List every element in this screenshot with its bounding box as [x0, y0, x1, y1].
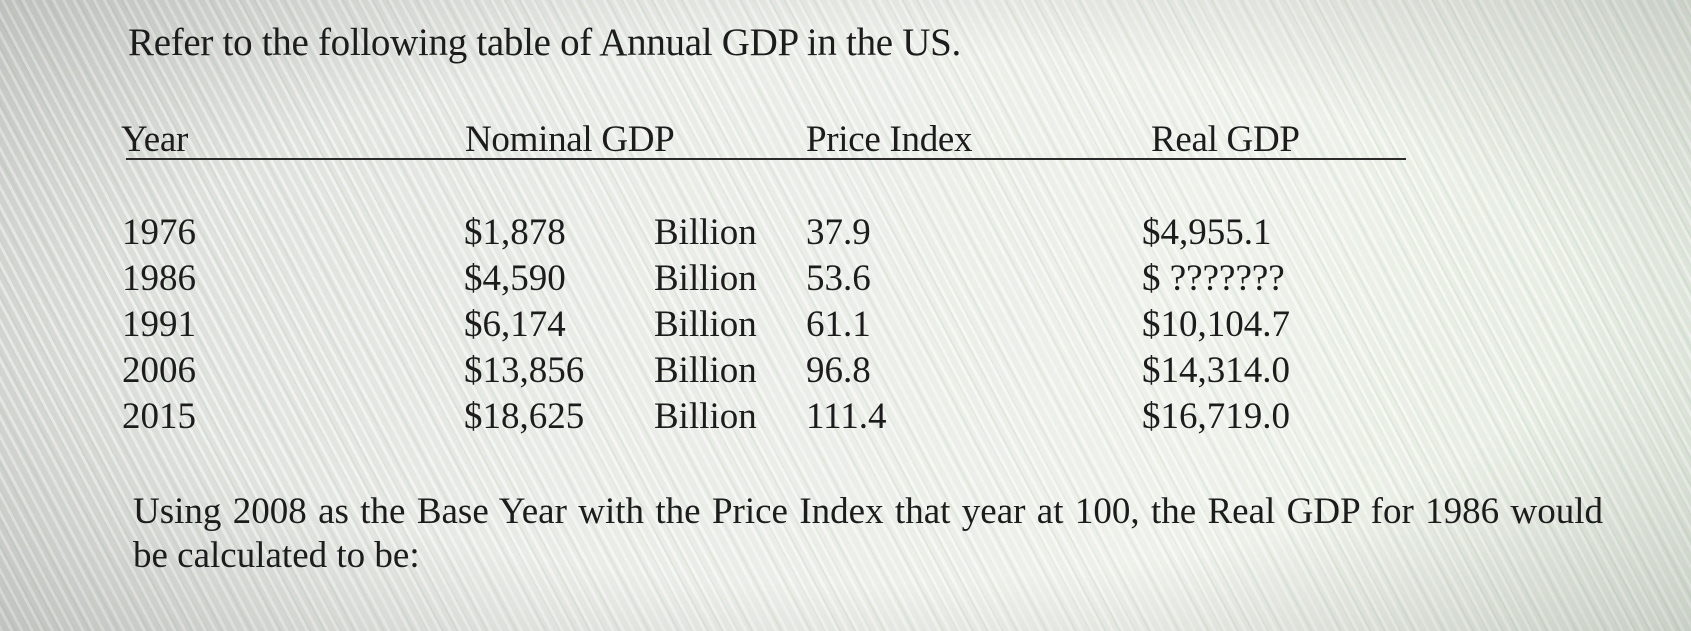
cell-price-index: 96.8	[806, 350, 871, 391]
cell-year: 1976	[122, 212, 196, 253]
header-price-index: Price Index	[806, 119, 973, 160]
header-rule	[126, 158, 1406, 160]
cell-year: 2015	[122, 396, 196, 437]
cell-real-gdp: $ ???????	[1142, 258, 1285, 299]
cell-nominal-gdp: $4,590	[464, 258, 566, 299]
cell-real-gdp: $16,719.0	[1142, 396, 1290, 437]
cell-year: 2006	[122, 350, 196, 391]
cell-unit: Billion	[654, 396, 757, 437]
cell-price-index: 53.6	[806, 258, 871, 299]
gdp-table: Year Nominal GDP Price Index Real GDP 19…	[121, 108, 1416, 468]
cell-year: 1986	[122, 258, 196, 299]
cell-year: 1991	[122, 304, 196, 345]
question-text: Using 2008 as the Base Year with the Pri…	[133, 491, 1603, 576]
cell-unit: Billion	[654, 212, 757, 253]
real-gdp-column: $4,955.1 $ ??????? $10,104.7 $14,314.0 $…	[1142, 210, 1290, 440]
cell-price-index: 61.1	[806, 304, 871, 345]
cell-unit: Billion	[654, 304, 757, 345]
unit-column: Billion Billion Billion Billion Billion	[654, 210, 757, 440]
year-column: 1976 1986 1991 2006 2015	[122, 210, 196, 440]
cell-unit: Billion	[654, 258, 757, 299]
cell-nominal-gdp: $18,625	[464, 396, 585, 437]
intro-text: Refer to the following table of Annual G…	[128, 21, 961, 64]
cell-real-gdp: $14,314.0	[1142, 350, 1290, 391]
cell-nominal-gdp: $6,174	[464, 304, 566, 345]
price-index-column: 37.9 53.6 61.1 96.8 111.4	[806, 210, 887, 440]
cell-nominal-gdp: $13,856	[464, 350, 585, 391]
header-nominal-gdp: Nominal GDP	[465, 119, 675, 160]
cell-real-gdp: $4,955.1	[1142, 212, 1272, 253]
nominal-gdp-column: $1,878 $4,590 $6,174 $13,856 $18,625	[464, 210, 584, 440]
header-real-gdp: Real GDP	[1151, 119, 1300, 160]
cell-real-gdp: $10,104.7	[1142, 304, 1290, 345]
cell-price-index: 111.4	[806, 396, 887, 437]
header-year: Year	[121, 119, 188, 160]
cell-nominal-gdp: $1,878	[464, 212, 566, 253]
cell-unit: Billion	[654, 350, 757, 391]
cell-price-index: 37.9	[806, 212, 871, 253]
